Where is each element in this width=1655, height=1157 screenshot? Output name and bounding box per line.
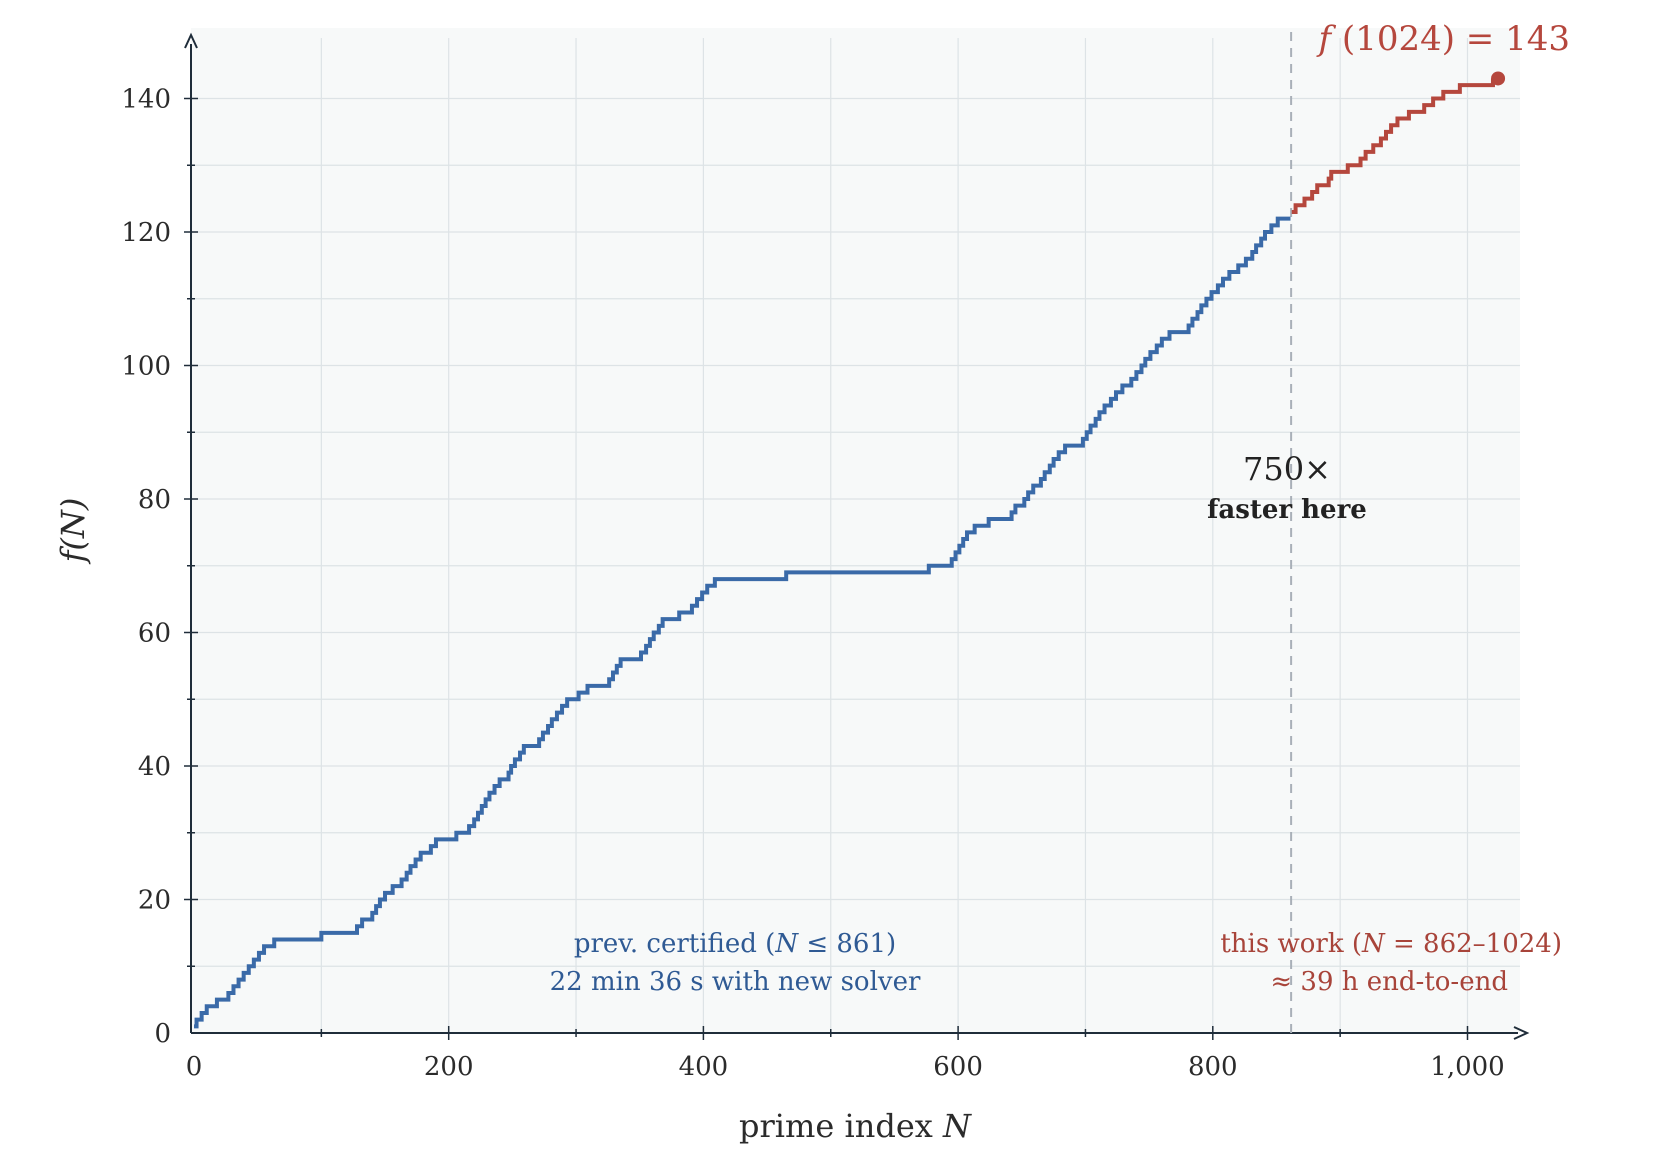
prev-note-a: prev. certified (: [574, 929, 776, 959]
series-line-this-work: [1291, 78, 1495, 214]
x-tick-labels: 0 200 400 600 800 1,000: [186, 1052, 1505, 1082]
y-axis-arrow: [184, 32, 198, 49]
y-tick-label: 0: [154, 1019, 171, 1049]
y-tick-label: 80: [138, 485, 171, 515]
y-axis-title: f(N): [54, 498, 92, 565]
x-axis-arrow: [1513, 1026, 1530, 1040]
y-tick-labels: 0 20 40 60 80 100 120 140: [121, 85, 171, 1050]
y-tick-label: 60: [138, 619, 171, 649]
y-tick-label: 20: [138, 886, 171, 916]
y-tick-label: 40: [138, 752, 171, 782]
this-note-b: = 862–1024): [1385, 929, 1562, 959]
plot-background: [191, 28, 1520, 1033]
y-tick-label: 140: [121, 85, 171, 115]
prev-note-b: ≤ 861): [798, 929, 896, 959]
x-tick-label: 0: [186, 1052, 203, 1082]
x-tick-label: 1,000: [1430, 1052, 1504, 1082]
x-axis-title-var: N: [942, 1107, 972, 1145]
speedup-label: 750×: [1243, 450, 1331, 488]
prev-note-var: N: [774, 929, 799, 959]
y-tick-label: 120: [121, 218, 171, 248]
x-tick-label: 800: [1188, 1052, 1238, 1082]
tick-marks: [184, 97, 1469, 1040]
axes: [184, 32, 1530, 1040]
x-tick-label: 200: [424, 1052, 474, 1082]
this-work-time-note: ≈ 39 h end-to-end: [1270, 967, 1508, 997]
this-note-var: N: [1361, 929, 1386, 959]
speedup-sub-label: faster here: [1207, 495, 1367, 525]
endpoint-label-value: (1024) = 143: [1331, 19, 1570, 59]
series-line-previous: [194, 216, 1291, 1029]
series: [194, 78, 1495, 1029]
y-tick-label: 100: [121, 352, 171, 382]
x-tick-label: 400: [679, 1052, 729, 1082]
this-work-note: this work (N = 862–1024): [1220, 929, 1562, 959]
endpoint-label: f (1024) = 143: [1316, 19, 1570, 59]
prev-certified-note: prev. certified (N ≤ 861): [574, 929, 896, 959]
x-axis-title: prime index N: [739, 1107, 972, 1145]
endpoint-marker: [1491, 71, 1506, 86]
x-tick-label: 600: [933, 1052, 983, 1082]
x-axis-title-text: prime index: [739, 1107, 943, 1145]
prev-solver-time-note: 22 min 36 s with new solver: [550, 967, 921, 997]
grid: [191, 38, 1520, 1033]
y-axis-title-arg: (N): [54, 498, 92, 551]
this-note-a: this work (: [1220, 929, 1362, 959]
